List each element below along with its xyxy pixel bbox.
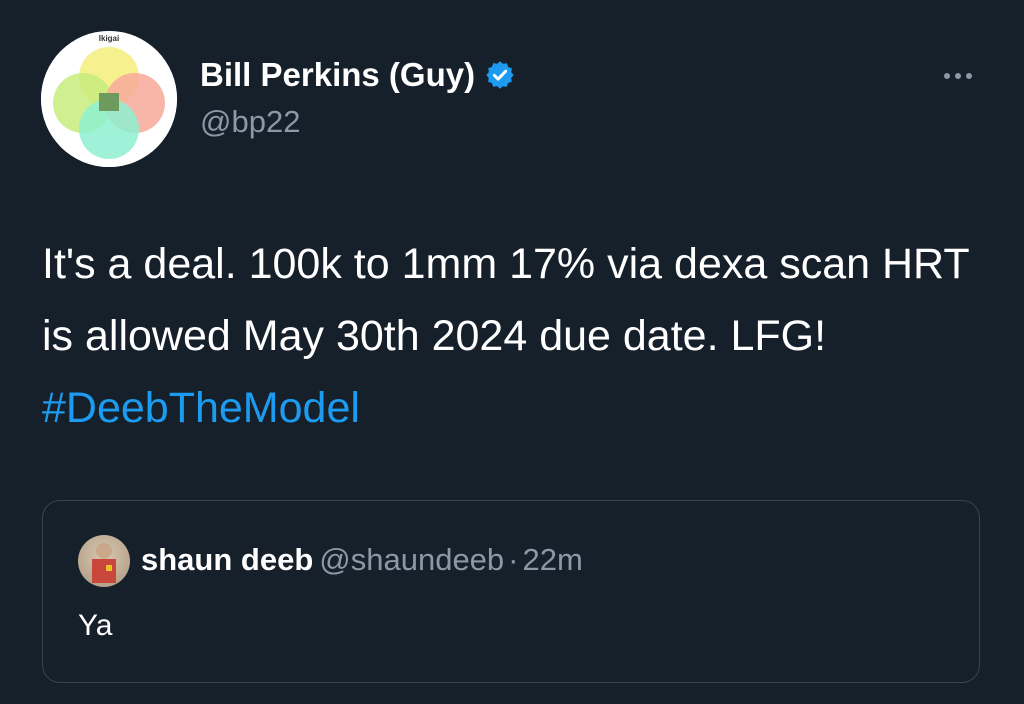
person-photo-icon	[92, 543, 116, 583]
hashtag-link[interactable]: #DeebTheModel	[42, 384, 360, 432]
quoted-author-avatar[interactable]	[78, 535, 130, 587]
tweet-text: It's a deal. 100k to 1mm 17% via dexa sc…	[42, 228, 992, 444]
quoted-tweet[interactable]: shaun deeb @shaundeeb · 22m Ya	[42, 500, 980, 683]
ikigai-diagram-icon: Ikigai	[41, 31, 177, 167]
author-name[interactable]: Bill Perkins (Guy)	[200, 56, 515, 94]
quoted-header: shaun deeb @shaundeeb · 22m	[141, 542, 583, 578]
more-options-icon[interactable]	[938, 62, 978, 90]
verified-badge-icon	[486, 61, 514, 89]
tweet-body: It's a deal. 100k to 1mm 17% via dexa sc…	[42, 240, 969, 360]
author-avatar[interactable]: Ikigai	[41, 31, 177, 167]
quoted-text: Ya	[78, 609, 113, 642]
quoted-time[interactable]: 22m	[522, 542, 583, 577]
author-handle[interactable]: @bp22	[200, 104, 301, 139]
quoted-author-name[interactable]: shaun deeb	[141, 542, 314, 577]
svg-text:Ikigai: Ikigai	[99, 34, 119, 43]
separator: ·	[508, 542, 519, 577]
author-name-text: Bill Perkins (Guy)	[200, 56, 476, 93]
quoted-author-handle[interactable]: @shaundeeb	[319, 542, 505, 577]
